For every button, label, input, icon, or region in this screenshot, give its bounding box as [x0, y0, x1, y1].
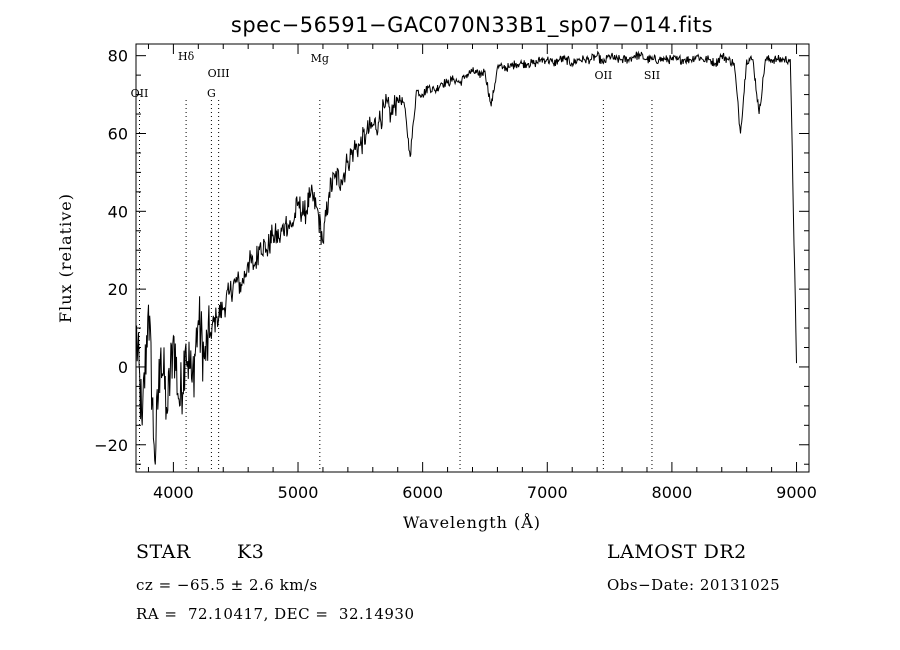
object-type: STAR	[136, 541, 191, 563]
observation-date: Obs−Date: 20131025	[607, 576, 781, 594]
y-tick-label: 20	[108, 280, 128, 299]
object-subclass: K3	[237, 541, 265, 563]
y-axis-label: Flux (relative)	[56, 193, 75, 323]
line-marker-label: Mg	[311, 52, 329, 65]
y-tick-label: 0	[118, 358, 128, 377]
plot-frame	[135, 43, 810, 473]
redshift-velocity: cz = −65.5 ± 2.6 km/s	[136, 576, 318, 594]
x-tick-label: 4000	[153, 483, 194, 502]
coordinates: RA = 72.10417, DEC = 32.14930	[136, 605, 415, 623]
x-tick-label: 7000	[527, 483, 568, 502]
line-marker-label: OIII	[208, 67, 230, 80]
x-tick-label: 6000	[402, 483, 443, 502]
line-marker-label: OII	[595, 69, 613, 82]
line-markers: OII Hδ G OIII Mg OII SII	[131, 50, 660, 472]
line-marker-label: G	[207, 87, 216, 100]
x-axis-label: Wavelength (Å)	[403, 512, 541, 532]
y-tick-label: 60	[108, 124, 128, 143]
survey-name: LAMOST DR2	[607, 541, 747, 563]
y-tick-label: 80	[108, 47, 128, 66]
spectrum-line	[135, 50, 797, 465]
line-marker-label: Hδ	[178, 50, 195, 63]
line-marker-label: OII	[131, 87, 149, 100]
y-tick-label: 40	[108, 202, 128, 221]
y-tick-label: −20	[94, 436, 128, 455]
y-axis: −20 0 20 40 60 80	[94, 47, 809, 465]
chart-title: spec−56591−GAC070N33B1_sp07−014.fits	[231, 13, 713, 38]
line-marker-label: SII	[644, 69, 660, 82]
x-tick-label: 5000	[278, 483, 319, 502]
x-tick-label: 8000	[652, 483, 693, 502]
x-tick-label: 9000	[776, 483, 817, 502]
x-axis: 4000 5000 6000 7000 8000 9000	[147, 44, 817, 502]
